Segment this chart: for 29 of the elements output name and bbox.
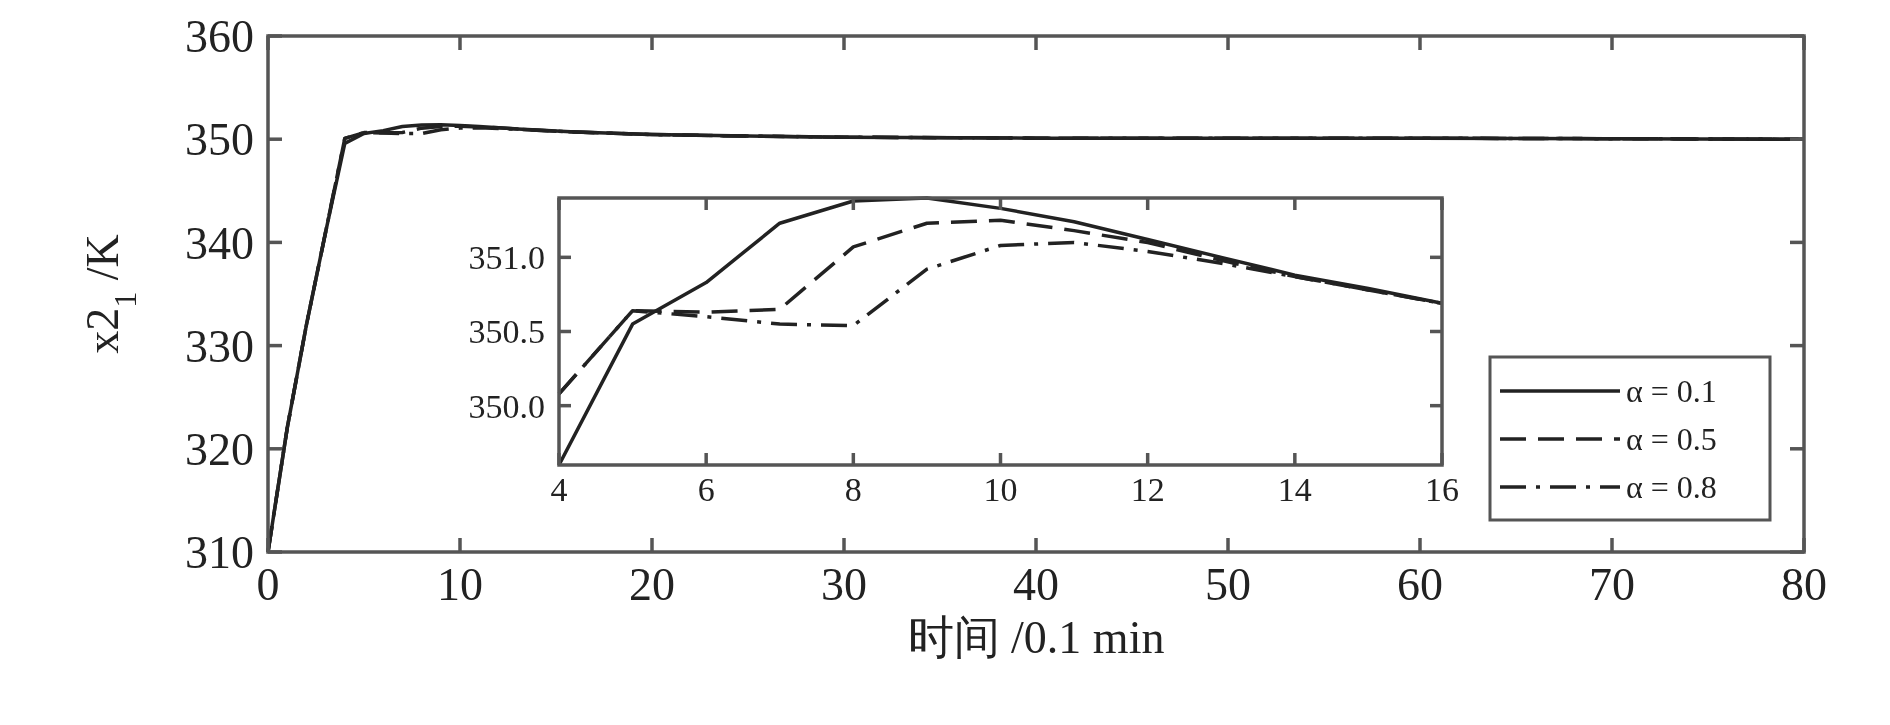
- y-tick-label: 310: [185, 527, 254, 579]
- legend-label: α = 0.5: [1626, 421, 1717, 458]
- y-tick-label: 350.5: [468, 313, 545, 351]
- y-tick-label: 350.0: [468, 387, 545, 425]
- x-tick-label: 60: [1397, 559, 1443, 611]
- x-tick-label: 70: [1589, 559, 1635, 611]
- x-tick-label: 20: [629, 559, 675, 611]
- legend-label: α = 0.1: [1626, 373, 1717, 410]
- x-tick-label: 30: [821, 559, 867, 611]
- x-tick-label: 10: [437, 559, 483, 611]
- x-tick-label: 12: [1130, 470, 1165, 508]
- y-tick-label: 340: [185, 217, 254, 269]
- y-tick-label: 351.0: [468, 239, 545, 277]
- y-tick-label: 330: [185, 320, 254, 372]
- y-tick-label: 360: [185, 11, 254, 63]
- x-tick-label: 80: [1781, 559, 1827, 611]
- y-tick-label: 320: [185, 423, 254, 475]
- legend-label: α = 0.8: [1626, 469, 1717, 506]
- x-tick-label: 16: [1425, 470, 1459, 508]
- x-tick-label: 8: [844, 470, 862, 508]
- x-tick-label: 50: [1205, 559, 1251, 611]
- x-tick-label: 10: [983, 470, 1018, 508]
- x-tick-label: 6: [697, 470, 715, 508]
- x-tick-label: 4: [550, 470, 568, 508]
- x-tick-label: 14: [1277, 470, 1312, 508]
- y-tick-label: 350: [185, 114, 254, 166]
- x-tick-label: 0: [256, 559, 280, 611]
- x-tick-label: 40: [1013, 559, 1059, 611]
- x-axis-title: 时间 /0.1 min: [907, 612, 1165, 664]
